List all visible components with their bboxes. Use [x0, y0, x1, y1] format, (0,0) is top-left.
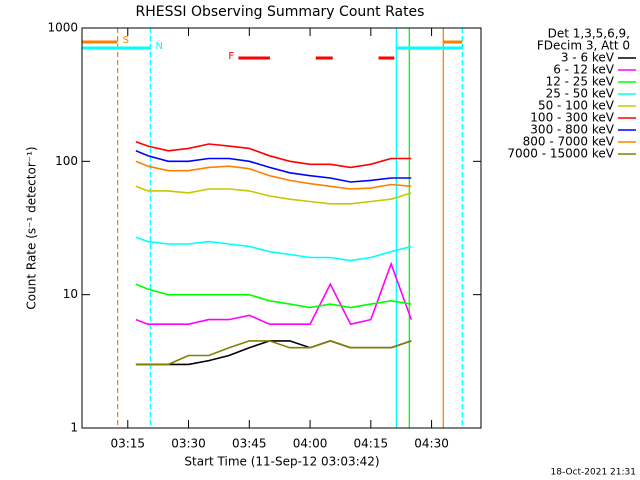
x-tick-label: 04:15	[354, 437, 389, 451]
x-tick-label: 03:15	[110, 437, 145, 451]
legend-label: 3 - 6 keV	[561, 51, 615, 65]
legend-label: 800 - 7000 keV	[523, 135, 615, 149]
plot-frame	[81, 27, 482, 429]
y-axis-label: Count Rate (s⁻¹ detector⁻¹)	[25, 146, 39, 309]
legend-label: 100 - 300 keV	[530, 111, 614, 125]
legend-label: 50 - 100 keV	[538, 99, 615, 113]
series-line	[135, 261, 413, 326]
flag-label: S	[123, 35, 129, 46]
legend-label: 6 - 12 keV	[553, 63, 615, 77]
legend-header: Det 1,3,5,6,9,	[548, 27, 630, 41]
x-tick-label: 04:00	[293, 437, 328, 451]
y-tick-label: 100	[55, 154, 78, 168]
x-tick-label: 04:30	[414, 437, 449, 451]
series-line	[135, 236, 412, 262]
x-axis-label: Start Time (11-Sep-12 03:03:42)	[184, 455, 379, 469]
timestamp: 18-Oct-2021 21:31	[551, 468, 636, 478]
series-line	[135, 340, 412, 366]
series-line	[135, 283, 412, 309]
legend-label: 12 - 25 keV	[546, 75, 615, 89]
legend-header: FDecim 3, Att 0	[537, 39, 630, 53]
series-line	[135, 150, 412, 183]
y-tick-label: 1000	[47, 21, 78, 35]
legend-label: 300 - 800 keV	[530, 123, 614, 137]
flag-label: F	[228, 51, 234, 62]
x-tick-label: 03:30	[171, 437, 206, 451]
x-tick-label: 03:45	[232, 437, 267, 451]
flag-label: N	[155, 41, 162, 52]
chart-title: RHESSI Observing Summary Count Rates	[136, 4, 425, 20]
legend-label: 25 - 50 keV	[546, 87, 615, 101]
legend-label: 7000 - 15000 keV	[507, 147, 614, 161]
series-line	[135, 141, 412, 169]
series-line	[135, 185, 412, 205]
y-tick-label: 1	[70, 421, 78, 435]
series-line	[135, 160, 412, 190]
y-tick-label: 10	[63, 287, 78, 301]
